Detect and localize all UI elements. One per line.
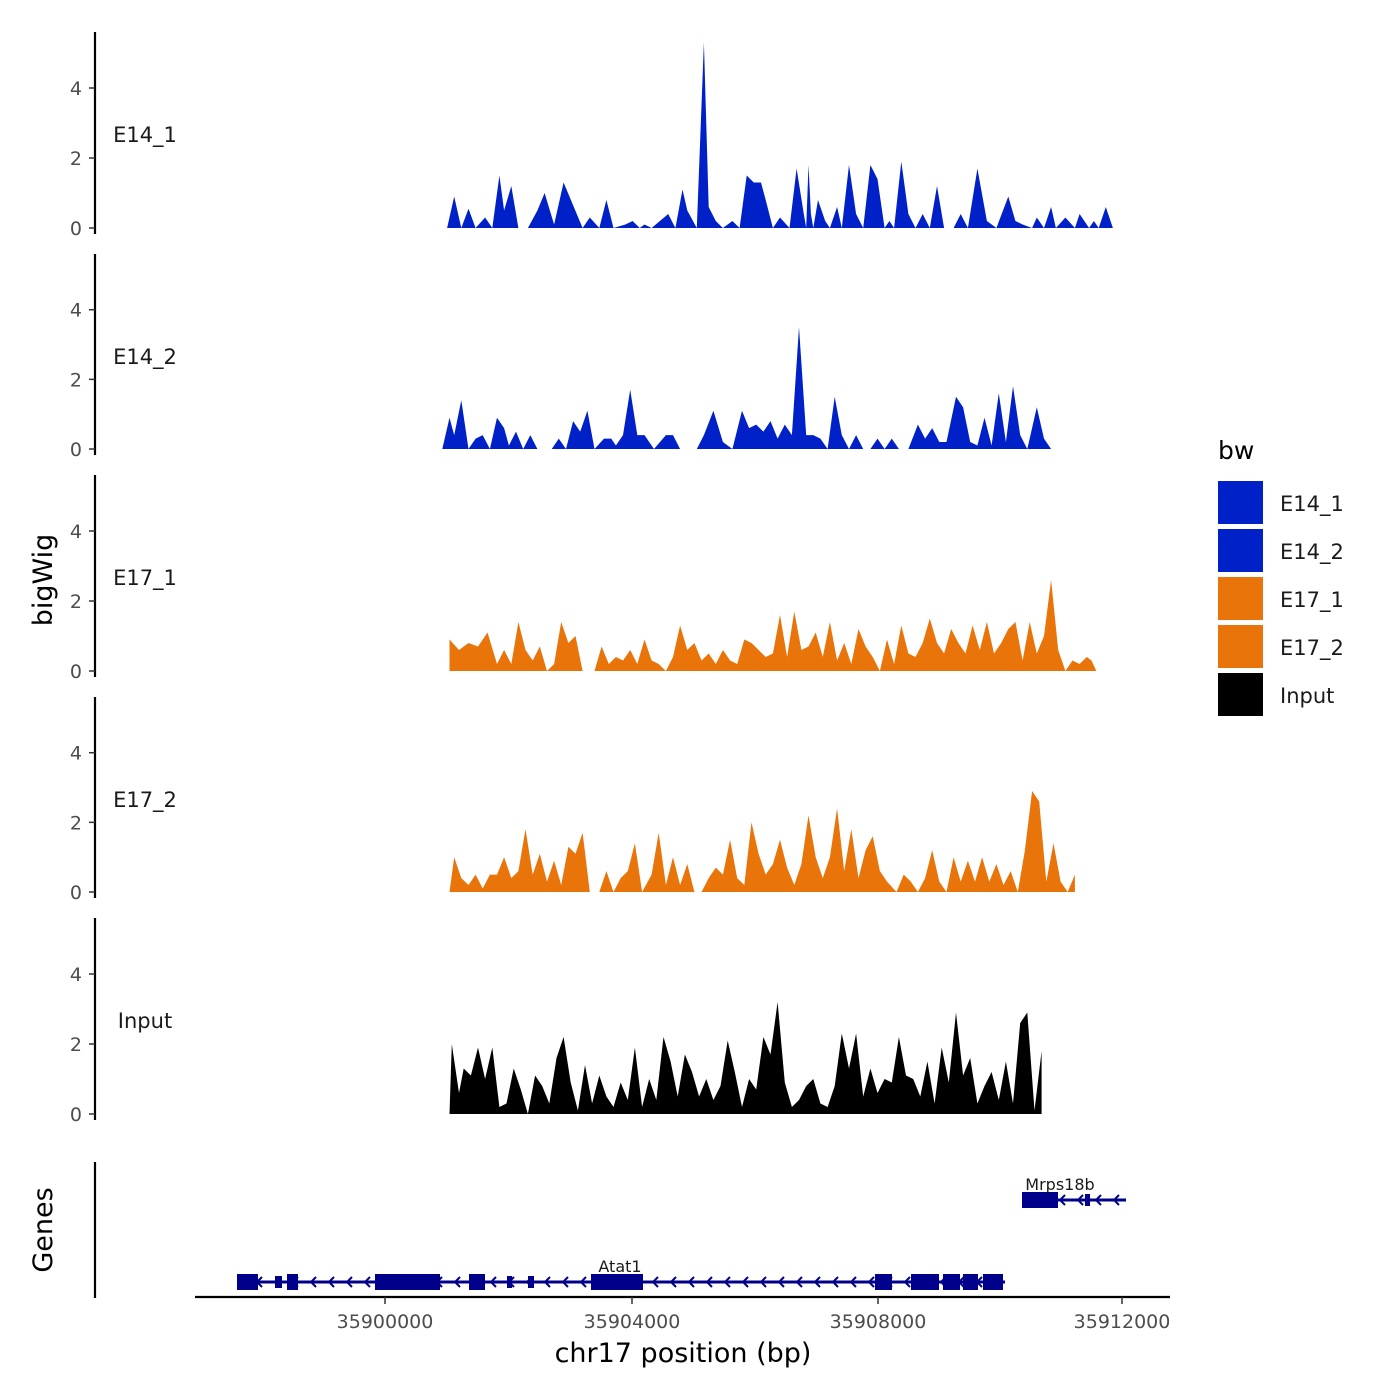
panel-e14-1: 0 2 4 E14_1 [70,32,1121,240]
y-tick-label: 4 [70,521,82,543]
legend-label: E14_1 [1280,492,1344,517]
strand-arrow [813,1276,821,1288]
signal-area-e17-2 [449,791,1075,892]
strand-arrow [345,1276,353,1288]
exon [963,1274,978,1290]
track-label: E17_2 [113,788,177,813]
gene-atat1: Atat1 [237,1257,1005,1290]
y-tick-label: 0 [70,218,82,240]
legend-swatch [1218,673,1263,716]
track-label: E14_2 [113,345,177,370]
exon [591,1274,643,1290]
exon [983,1274,1003,1290]
x-tick-label: 35900000 [337,1311,434,1333]
strand-arrow [543,1276,551,1288]
legend-label: Input [1280,684,1334,708]
strand-arrow [705,1276,713,1288]
y-axis-title: bigWig [28,534,59,627]
y-tick-label: 4 [70,964,82,986]
strand-arrow [669,1276,677,1288]
strand-arrow [795,1276,803,1288]
y-tick-label: 2 [70,812,82,834]
track-label: E14_1 [113,123,177,148]
strand-arrow [903,1276,911,1288]
strand-arrow [1076,1194,1084,1206]
strand-arrow [1112,1194,1120,1206]
genes-axis-title: Genes [28,1187,59,1272]
legend-label: E14_2 [1280,540,1344,565]
strand-arrow [363,1276,371,1288]
exon [911,1274,939,1290]
y-tick-label: 2 [70,369,82,391]
exon [469,1274,485,1290]
panel-e17-2: 0 2 4 E17_2 [70,697,1075,904]
strand-arrow [723,1276,731,1288]
exon [1022,1192,1058,1208]
x-axis: 35900000 35904000 35908000 35912000 [195,1295,1171,1333]
strand-arrow [687,1276,695,1288]
signal-area-e14-1 [447,42,1121,228]
strand-arrow [741,1276,749,1288]
exon [237,1274,258,1290]
exon [1085,1194,1090,1206]
gene-label: Atat1 [598,1257,641,1276]
legend-swatch [1218,625,1263,668]
strand-arrow [1094,1194,1102,1206]
y-tick-label: 0 [70,661,82,683]
strand-arrow [453,1276,461,1288]
genes-panel: Atat1 Mrps18b [93,1162,1126,1298]
strand-arrow [309,1276,317,1288]
exon [375,1274,440,1290]
strand-arrow [849,1276,857,1288]
legend-swatch [1218,481,1263,524]
y-tick-label: 0 [70,1104,82,1126]
strand-arrow [561,1276,569,1288]
gene-mrps18b: Mrps18b [1022,1175,1126,1208]
exon [275,1276,282,1288]
exon [287,1274,298,1290]
x-tick-label: 35912000 [1074,1311,1171,1333]
legend-swatch [1218,577,1263,620]
legend-label: E17_1 [1280,588,1344,613]
legend-title: bw [1218,436,1254,465]
strand-arrow [777,1276,785,1288]
gene-label: Mrps18b [1025,1175,1094,1194]
signal-area-e17-1 [449,580,1097,671]
panel-e14-2: 0 2 4 E14_2 [70,254,1052,461]
y-tick-label: 2 [70,1034,82,1056]
strand-arrow [759,1276,767,1288]
legend: bw E14_1 E14_2 E17_1 E17_2 Input [1218,436,1344,716]
track-panels: 0 2 4 E14_1 0 2 4 E14_2 0 2 4 E17_1 0 2 4 E17_2 0 2 4 Input [70,32,1121,1126]
strand-arrow [651,1276,659,1288]
panel-input: 0 2 4 Input [70,918,1042,1126]
track-label: E17_1 [113,566,177,591]
legend-swatch [1218,529,1263,572]
track-label: Input [118,1009,172,1033]
panel-e17-1: 0 2 4 E17_1 [70,475,1097,683]
signal-area-e14-2 [442,327,1052,449]
x-tick-label: 35904000 [584,1311,681,1333]
y-tick-label: 4 [70,743,82,765]
strand-arrow [579,1276,587,1288]
strand-arrow [831,1276,839,1288]
signal-area-input [449,1002,1042,1114]
exon [528,1276,534,1288]
y-tick-label: 0 [70,882,82,904]
x-axis-title: chr17 position (bp) [555,1338,812,1369]
y-tick-label: 0 [70,439,82,461]
y-tick-label: 2 [70,148,82,170]
exon [943,1274,960,1290]
strand-arrow [867,1276,875,1288]
y-tick-label: 2 [70,591,82,613]
legend-label: E17_2 [1280,636,1344,661]
strand-arrow [1058,1194,1066,1206]
exon [875,1274,892,1290]
strand-arrow [327,1276,335,1288]
exon [507,1276,512,1288]
strand-arrow [489,1276,497,1288]
y-tick-label: 4 [70,78,82,100]
x-tick-label: 35908000 [830,1311,927,1333]
y-tick-label: 4 [70,300,82,322]
